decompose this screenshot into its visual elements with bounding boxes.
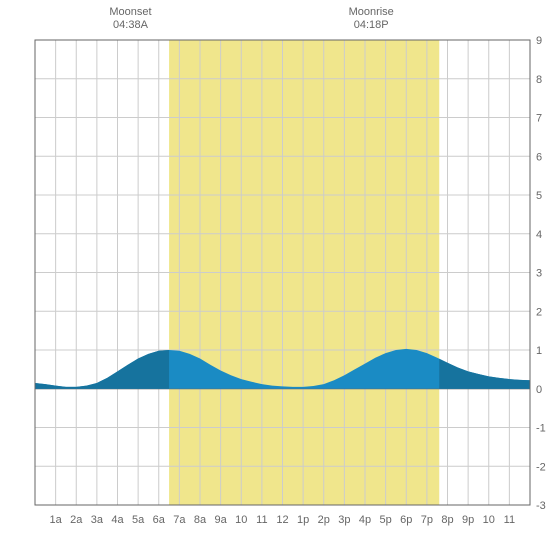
svg-text:6: 6 <box>536 151 542 163</box>
svg-text:2: 2 <box>536 306 542 318</box>
moonset-label: Moonset 04:38A <box>100 6 160 32</box>
svg-text:-1: -1 <box>536 423 546 435</box>
svg-text:3p: 3p <box>338 514 350 526</box>
svg-text:12: 12 <box>276 514 288 526</box>
moonset-time: 04:38A <box>100 19 160 32</box>
svg-text:10: 10 <box>483 514 495 526</box>
moonset-title: Moonset <box>100 6 160 19</box>
svg-text:4a: 4a <box>111 514 124 526</box>
svg-text:7a: 7a <box>173 514 186 526</box>
svg-text:3: 3 <box>536 268 542 280</box>
svg-text:6a: 6a <box>153 514 166 526</box>
svg-text:8a: 8a <box>194 514 207 526</box>
svg-text:1: 1 <box>536 345 542 357</box>
svg-text:11: 11 <box>256 514 267 526</box>
svg-text:9: 9 <box>536 35 542 47</box>
svg-text:1p: 1p <box>297 514 309 526</box>
svg-text:2p: 2p <box>318 514 330 526</box>
svg-text:5p: 5p <box>380 514 392 526</box>
svg-text:11: 11 <box>504 514 515 526</box>
svg-text:5: 5 <box>536 190 542 202</box>
svg-text:9a: 9a <box>215 514 228 526</box>
svg-text:1a: 1a <box>50 514 63 526</box>
tide-chart: Moonset 04:38A Moonrise 04:18P 1a2a3a4a5… <box>0 0 550 550</box>
svg-text:3a: 3a <box>91 514 104 526</box>
svg-text:8p: 8p <box>441 514 453 526</box>
svg-text:10: 10 <box>235 514 247 526</box>
svg-text:7p: 7p <box>421 514 433 526</box>
moonrise-label: Moonrise 04:18P <box>341 6 401 32</box>
chart-svg: 1a2a3a4a5a6a7a8a9a1011121p2p3p4p5p6p7p8p… <box>0 0 550 550</box>
svg-text:4p: 4p <box>359 514 371 526</box>
svg-text:0: 0 <box>536 384 542 396</box>
svg-text:-3: -3 <box>536 500 546 512</box>
svg-text:8: 8 <box>536 74 542 86</box>
svg-text:2a: 2a <box>70 514 83 526</box>
svg-text:5a: 5a <box>132 514 145 526</box>
svg-text:6p: 6p <box>400 514 412 526</box>
svg-text:7: 7 <box>536 113 542 125</box>
svg-text:4: 4 <box>536 229 542 241</box>
moonrise-title: Moonrise <box>341 6 401 19</box>
moonrise-time: 04:18P <box>341 19 401 32</box>
svg-text:-2: -2 <box>536 461 546 473</box>
svg-text:9p: 9p <box>462 514 474 526</box>
